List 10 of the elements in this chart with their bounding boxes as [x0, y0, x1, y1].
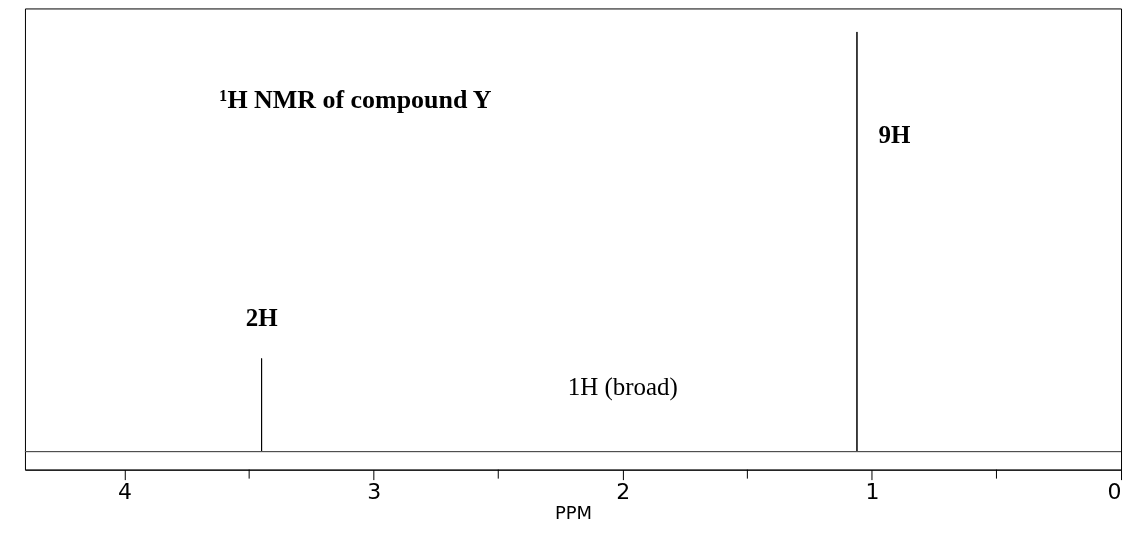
x-tick-label: 0 [1107, 479, 1122, 505]
annotation: 1H (broad) [567, 372, 678, 401]
x-tick-label: 3 [367, 479, 382, 505]
x-tick-label: 1 [865, 479, 880, 505]
x-tick-label: 4 [118, 479, 133, 505]
annotation: 9H [878, 121, 911, 149]
x-tick-label: 2 [616, 479, 631, 505]
text: ¹H NMR of compound Y [219, 85, 492, 115]
annotation: 2H [245, 304, 278, 332]
x-axis-title: PPM [554, 502, 593, 524]
